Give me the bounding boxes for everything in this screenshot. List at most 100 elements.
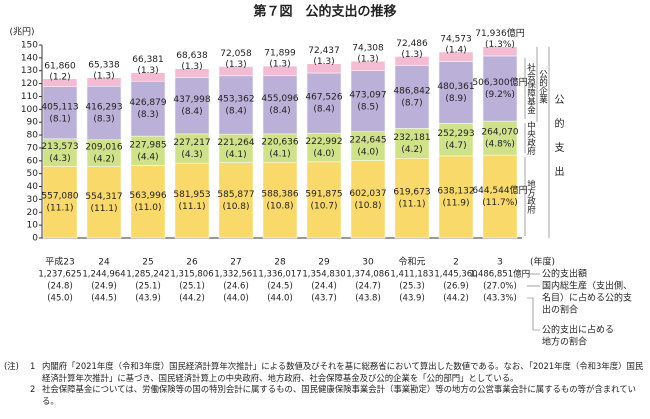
value-label: 506,300億円 [472,76,527,88]
row-legend: 公的支出額 [542,268,587,280]
ratio-label: (4.0) [313,149,334,159]
bar-segment [394,128,430,159]
local-share-label: (44.0) [267,294,293,304]
value-label: 405,113 [41,102,78,112]
y-axis-label: (兆円) [9,27,34,38]
value-label: 72,486 [396,39,428,49]
total-label: 1,374,086 [346,270,389,280]
bar-segment [262,133,298,163]
note: (注) 1 内閣府「2021年度（令和3年度）国民経済計算年次推計」による数値及びそ… [4,361,646,384]
bar-segment [350,131,386,161]
gdp-ratio-label: (24.4) [311,282,337,292]
gdp-ratio-label: (24.9) [91,282,117,292]
local-share-label: (43.3%) [483,294,517,304]
ratio-label: (1.3) [269,60,290,70]
value-label: 74,573 [440,35,472,45]
ratio-label: (1.4) [445,46,466,56]
local-share-label: (43.7) [311,294,337,304]
chart-title: 第７図 公的支出の推移 [252,4,396,20]
value-label: 264,070 [481,128,518,138]
local-share-label: (44.2) [443,294,469,304]
value-label: 74,308 [352,44,384,54]
row-legend: 国内総生産（支出側、 [542,280,632,292]
bar-segment [174,133,210,164]
ratio-label: (4.2) [93,155,114,165]
ratio-label: (1.3) [181,62,202,72]
bar-segment [438,155,474,239]
ratio-label: (8.4) [313,105,334,115]
value-label: 563,996 [129,191,166,201]
value-label: 209,016 [85,143,122,153]
value-label: 416,293 [85,103,122,113]
ratio-label: (8.4) [225,106,246,116]
bar-segment [482,154,518,239]
bar-segment [306,132,342,163]
note: 2 社会保障基金については、労働保険等の国の特別会計に属するもの、国民健康保険事業… [4,384,646,407]
x-tick-label: 3 [497,258,503,268]
ratio-label: (8.3) [93,115,114,125]
ratio-label: (11.7%) [482,198,518,208]
row-legend: 名目）に占める公的支 [542,292,632,304]
bar-segment [174,77,210,135]
y-tick-label: 110 [21,92,38,102]
value-label: 426,879 [129,98,166,108]
x-tick-label: 27 [230,258,241,268]
y-tick-label: 50 [27,169,39,179]
ratio-label: (1.3) [93,71,114,81]
ratio-label: (8.1) [49,114,70,124]
local-share-label: (43.8) [355,294,381,304]
value-label: 588,386 [261,190,298,200]
y-tick-label: 30 [27,195,39,205]
ratio-label: (4.4) [137,152,158,162]
note-marker: (注) [4,361,19,371]
x-tick-label: 29 [318,258,330,268]
bar-segment [350,60,386,72]
gdp-ratio-label: (25.3) [399,282,425,292]
bar-segment [130,135,166,166]
value-label: 619,673 [393,188,430,198]
bar-segment [394,56,430,67]
chart: 第７図 公的支出の推移 (兆円) (年度) 0 10 20 30 40 50 60 70 80 9… [9,4,632,348]
value-label: 71,936億円 [475,27,525,39]
bar-segment [482,46,518,57]
note-number: 1 [30,361,36,371]
gdp-ratio-label: (25.1) [135,282,161,292]
bar-segment [130,165,166,239]
ratio-label: (11.1) [178,202,205,212]
value-label: 581,953 [173,190,210,200]
total-label: 1,285,242 [126,270,169,280]
ratio-label: (1.3%) [485,40,515,50]
y-tick-label: 120 [21,79,38,89]
ratio-label: (10.8) [266,202,293,212]
value-label: 221,264 [217,138,254,148]
series-name: 中央政府 [526,121,536,157]
bar-segment [438,51,474,62]
total-label: 1,445,360 [434,270,477,280]
total-label: 1,354,830 [302,270,345,280]
ratio-label: (1.2) [49,72,70,82]
row-legend: 地方の割合 [542,336,587,348]
value-label: 480,361 [437,82,474,92]
y-tick-label: 130 [21,66,38,76]
local-share-label: (45.0) [47,294,73,304]
bar-segment [350,70,386,132]
note-text: 内閣府「2021年度（令和3年度）国民経済計算年次推計」による数値及びそれを基に… [42,361,644,383]
y-tick-label: 10 [27,221,39,231]
bar-segment [174,68,210,78]
gdp-ratio-label: (26.9) [443,282,469,292]
y-tick-label: 40 [27,182,39,192]
ratio-label: (11.0) [134,203,161,213]
local-share-label: (43.9) [135,294,161,304]
bar-segment [438,61,474,124]
bar-segment [42,166,78,239]
ratio-label: (8.5) [357,103,378,113]
leader [527,297,540,331]
value-label: 591,875 [305,189,342,199]
gdp-ratio-label: (24.8) [47,282,73,292]
ratio-label: (11.1) [90,204,117,214]
local-share-label: (44.5) [91,294,117,304]
row-legend: 出の割合 [542,304,578,316]
ratio-label: (4.3) [49,154,70,164]
ratio-label: (10.8) [354,201,381,211]
bar-segment [86,77,122,87]
